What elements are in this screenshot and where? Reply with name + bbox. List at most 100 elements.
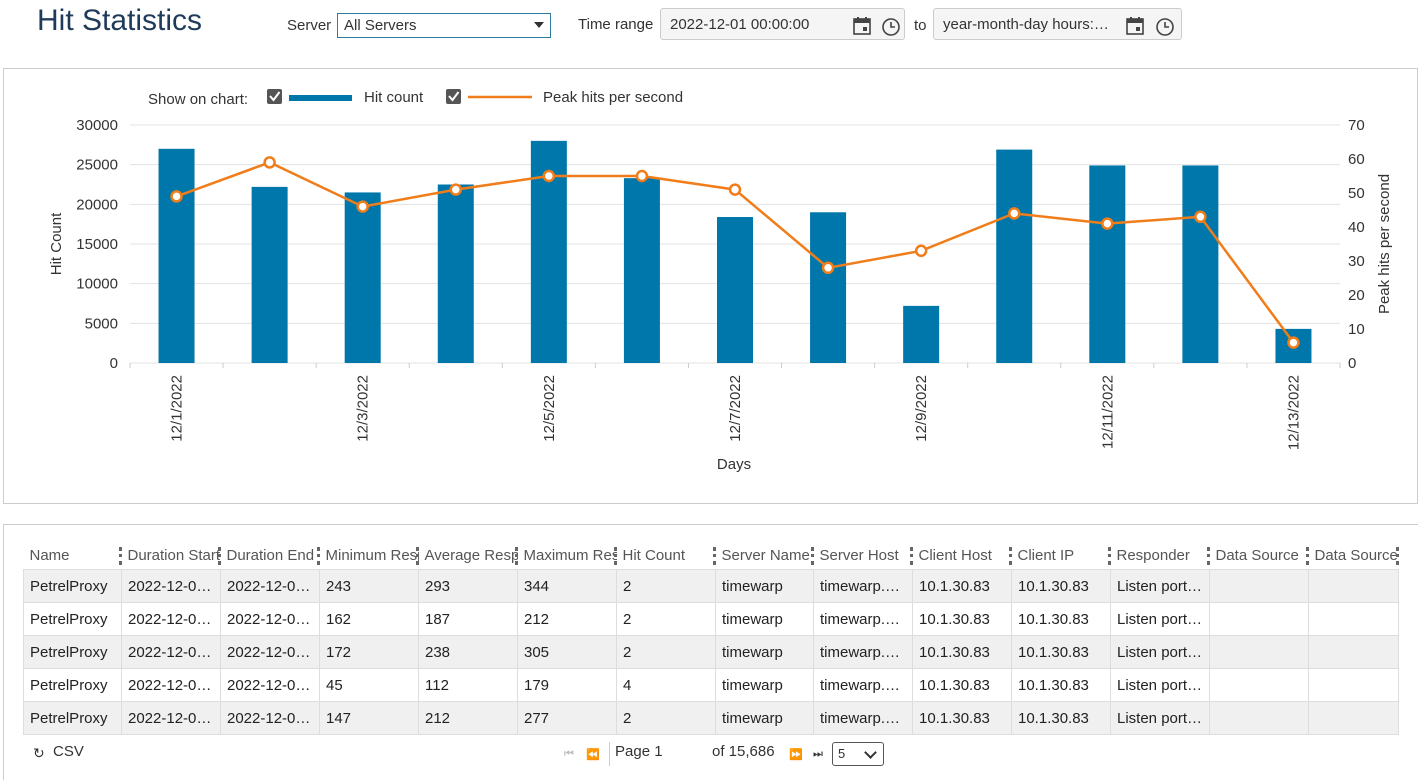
peak-point[interactable] (1007, 207, 1021, 220)
column-resize-handle[interactable] (1393, 547, 1399, 565)
page-size-select[interactable]: 5 (832, 742, 884, 766)
clock-icon[interactable] (1155, 17, 1175, 37)
x-tick-label: 12/9/2022 (913, 375, 930, 442)
column-header[interactable]: Hit Count (617, 541, 716, 570)
column-resize-handle[interactable] (1303, 547, 1309, 565)
hit-chart: 0 5000 10000 15000 20000 25000 30000 0 10 20 30 40… (48, 89, 1393, 473)
legend-show-label: Show on chart: (148, 91, 248, 108)
column-header[interactable]: Maximum Response (518, 541, 617, 570)
peak-point[interactable] (356, 200, 369, 213)
peak-point[interactable] (1194, 210, 1207, 224)
column-resize-handle[interactable] (1204, 547, 1210, 565)
bar[interactable] (903, 305, 940, 363)
table-cell: 238 (418, 635, 518, 669)
peak-point[interactable] (821, 261, 835, 275)
column-header[interactable]: Duration Start (127, 546, 221, 565)
table-cell (1308, 668, 1399, 702)
column-header[interactable]: Data Source (1210, 541, 1309, 570)
table-row[interactable]: PetrelProxy 2022-12-0… 2022-12-0… 243 293 344… (23, 569, 1399, 603)
table-row[interactable]: PetrelProxy 2022-12-0… 2022-12-0… 162 187 212… (23, 602, 1399, 636)
time-from-field[interactable]: 2022-12-01 00:00:00 (660, 8, 905, 40)
bar[interactable] (717, 217, 753, 363)
bar[interactable] (996, 149, 1033, 363)
column-header[interactable]: Client IP (1012, 541, 1111, 570)
prev-page-icon[interactable]: ⏪ (586, 749, 600, 761)
table-cell: 2022-12-0… (121, 602, 221, 636)
x-tick-label: 12/5/2022 (541, 375, 558, 442)
table-cell: 277 (517, 701, 617, 735)
column-header[interactable]: Server Host (814, 541, 913, 570)
calendar-icon[interactable] (852, 16, 872, 36)
column-header[interactable]: Server Name (716, 541, 814, 570)
column-resize-handle[interactable] (611, 547, 617, 565)
peak-point[interactable] (728, 183, 742, 196)
column-header[interactable]: Minimum Response (325, 546, 419, 565)
column-resize-handle[interactable] (907, 547, 913, 565)
column-resize-handle[interactable] (215, 547, 221, 565)
column-resize-handle[interactable] (1105, 547, 1111, 565)
column-header[interactable]: Responder (1111, 541, 1210, 570)
bar[interactable] (1182, 165, 1219, 363)
column-header[interactable]: Duration End (221, 541, 320, 570)
y-tick-label: 30000 (76, 117, 118, 134)
clock-icon[interactable] (881, 17, 901, 37)
table-cell (1209, 668, 1309, 702)
next-page-icon[interactable]: ⏩ (789, 749, 803, 761)
peak-points (170, 156, 1300, 349)
table-cell: 2022-12-0… (121, 668, 221, 702)
first-page-icon[interactable]: ⏮ (564, 748, 574, 760)
peak-point[interactable] (1287, 336, 1300, 349)
column-resize-handle[interactable] (413, 547, 419, 565)
table-cell: 305 (517, 635, 617, 669)
peak-point[interactable] (449, 183, 463, 196)
column-header[interactable]: Average Response (424, 546, 518, 565)
last-page-icon[interactable]: ⏭ (813, 748, 823, 760)
refresh-icon[interactable]: ↻ (33, 745, 45, 761)
peak-point[interactable] (914, 244, 928, 258)
bar[interactable] (251, 186, 288, 363)
time-to-field[interactable]: year-month-day hours:minutes:seconds (933, 8, 1182, 40)
column-resize-handle[interactable] (314, 547, 320, 565)
y-tick-label: 15000 (76, 236, 118, 253)
server-select[interactable]: All Servers (337, 13, 551, 38)
column-header[interactable]: Client Host (913, 541, 1012, 570)
peak-point[interactable] (170, 190, 183, 203)
y2-axis-label: Peak hits per second (1376, 174, 1393, 314)
column-resize-handle[interactable] (116, 547, 122, 565)
page-indicator[interactable]: Page 1 (615, 743, 663, 760)
bar[interactable] (158, 148, 195, 363)
table-cell: Listen port:… (1110, 569, 1210, 603)
table-cell: 187 (418, 602, 518, 636)
data-table: Name Duration Start Duration End Minimum Re… (23, 541, 1399, 735)
peak-checkbox[interactable] (446, 89, 461, 104)
peak-point[interactable] (635, 169, 649, 183)
time-range-label: Time range (578, 16, 654, 33)
column-resize-handle[interactable] (1006, 547, 1012, 565)
bar[interactable] (1089, 165, 1126, 363)
x-tick-label: 12/13/2022 (1285, 375, 1302, 450)
bar[interactable] (810, 212, 847, 363)
legend-peak: Peak hits per second (543, 89, 683, 106)
column-header[interactable]: Name (24, 541, 122, 570)
chart-panel (3, 68, 1418, 504)
table-cell: timewarp (715, 635, 814, 669)
table-row[interactable]: PetrelProxy 2022-12-0… 2022-12-0… 172 238 305… (23, 635, 1399, 669)
calendar-icon[interactable] (1125, 16, 1145, 36)
column-resize-handle[interactable] (710, 547, 716, 565)
x-tick-label: 12/11/2022 (1099, 375, 1116, 449)
csv-export-button[interactable]: CSV (53, 743, 84, 760)
bar[interactable] (344, 192, 381, 363)
table-cell: Listen port:… (1110, 602, 1210, 636)
column-header[interactable]: Data Source (1314, 546, 1399, 565)
bar[interactable] (437, 184, 474, 364)
peak-point[interactable] (1101, 217, 1114, 230)
peak-point[interactable] (263, 156, 276, 169)
peak-point[interactable] (542, 169, 556, 183)
bar[interactable] (623, 178, 660, 363)
hit-count-checkbox[interactable] (267, 89, 282, 104)
table-cell: 2022-12-0… (220, 569, 320, 603)
table-row[interactable]: PetrelProxy 2022-12-0… 2022-12-0… 45 112 179 4… (23, 668, 1399, 702)
table-row[interactable]: PetrelProxy 2022-12-0… 2022-12-0… 147 212 277… (23, 701, 1399, 735)
column-resize-handle[interactable] (512, 547, 518, 565)
column-resize-handle[interactable] (808, 547, 814, 565)
